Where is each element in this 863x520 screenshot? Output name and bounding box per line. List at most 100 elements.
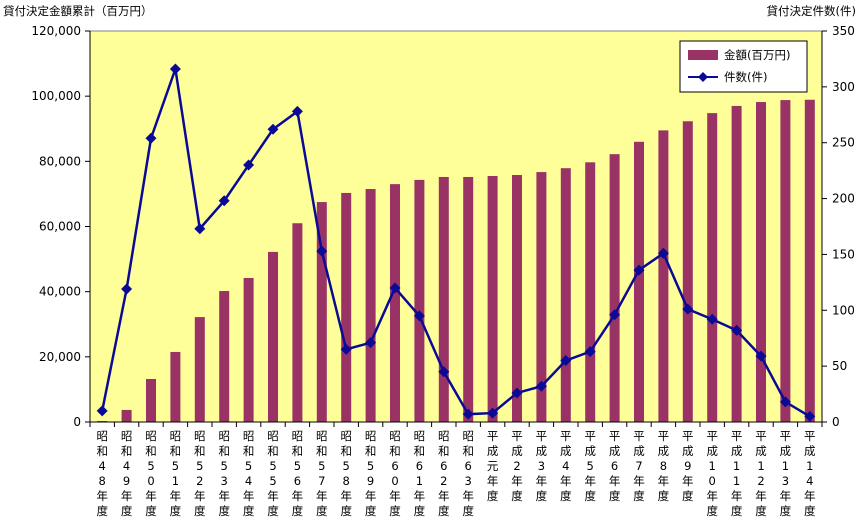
x-tick-label: 平成 3 年度 (536, 429, 548, 503)
x-tick-label: 平成 1 2 年度 (755, 429, 767, 518)
bar (804, 99, 815, 423)
bar (756, 102, 766, 422)
x-tick-label: 平成 4 年度 (560, 429, 572, 503)
legend-line-label: 件数(件) (724, 70, 767, 84)
bar (194, 317, 205, 422)
bar (365, 189, 376, 422)
y-left-axis: 0 20,000 40,000 60,000 80,000 100,000 120,000 (31, 24, 91, 429)
x-tick-label: 昭和 5 0 年度 (145, 429, 157, 518)
x-tick-label: 昭和 4 9 年度 (121, 429, 133, 518)
line-marker (779, 396, 791, 408)
bar (390, 184, 400, 422)
bar (682, 121, 693, 423)
y-right-tick-label: 100 (832, 303, 855, 317)
right-axis-title: 貸付決定件数(件) (767, 4, 856, 18)
line-marker (682, 303, 694, 315)
x-tick-label: 昭和 5 6 年度 (292, 429, 304, 518)
legend-line-marker (698, 72, 708, 82)
line-marker (633, 264, 645, 276)
y-right-axis: 0 50 100 150 200 250 300 350 (821, 24, 855, 429)
y-right-tick-label: 50 (832, 359, 847, 373)
y-right-tick-label: 250 (832, 136, 855, 150)
line-marker (291, 105, 303, 117)
bar (634, 141, 644, 423)
bar (292, 223, 303, 422)
line-marker (121, 283, 133, 295)
y-left-tick-label: 20,000 (39, 350, 81, 364)
bar (512, 175, 522, 422)
bar (146, 378, 156, 422)
bar (316, 202, 327, 422)
line-marker (584, 346, 596, 358)
line-marker (731, 324, 743, 336)
line-marker (511, 387, 523, 399)
y-right-tick-label: 300 (832, 80, 855, 94)
line-marker (145, 132, 157, 144)
legend-bar-label: 金額(百万円) (724, 48, 790, 62)
x-tick-label: 昭和 5 1 年度 (170, 429, 182, 518)
line-marker (804, 410, 816, 422)
line-marker (462, 408, 474, 420)
x-tick-label: 昭和 5 2 年度 (194, 429, 206, 518)
x-tick-label: 昭和 6 3 年度 (462, 429, 474, 518)
y-left-tick-label: 0 (73, 415, 81, 429)
bar (707, 113, 718, 423)
x-tick-label: 平成 1 1 年度 (731, 429, 743, 518)
line-marker (243, 159, 255, 171)
line-marker (560, 355, 572, 367)
x-tick-label: 昭和 5 3 年度 (218, 429, 230, 518)
bar (658, 130, 669, 423)
x-tick-label: 昭和 5 5 年度 (267, 429, 279, 518)
x-tick-label: 平成元年度 (487, 429, 499, 503)
x-tick-label: 昭和 4 8 年度 (96, 429, 108, 518)
x-tick-label: 昭和 6 1 年度 (414, 429, 426, 518)
line-marker (535, 380, 547, 392)
x-tick-label: 平成 1 0 年度 (706, 429, 718, 518)
bar (219, 291, 230, 422)
bar (487, 175, 498, 422)
bar (560, 168, 571, 422)
y-left-tick-label: 80,000 (39, 154, 81, 168)
x-tick-label: 昭和 6 0 年度 (389, 429, 401, 518)
y-left-tick-label: 40,000 (39, 285, 81, 299)
x-tick-label: 平成 9 年度 (682, 429, 694, 503)
line-series (96, 63, 816, 422)
bar (536, 172, 547, 422)
x-tick-label: 平成 1 4 年度 (804, 429, 816, 518)
x-tick-label: 平成 5 年度 (584, 429, 596, 503)
y-left-tick-label: 100,000 (31, 89, 81, 103)
line-marker (169, 63, 181, 75)
line-marker (706, 313, 718, 325)
bar (438, 176, 449, 422)
y-left-tick-label: 60,000 (39, 220, 81, 234)
y-right-tick-label: 350 (832, 24, 855, 38)
legend: 金額(百万円) 件数(件) (679, 40, 808, 93)
series-line (100, 68, 811, 418)
legend-bar-swatch (688, 50, 718, 60)
x-tick-label: 平成 7 年度 (633, 429, 645, 503)
line-marker (609, 309, 621, 321)
x-tick-label: 昭和 5 7 年度 (316, 429, 328, 518)
y-right-tick-label: 150 (832, 247, 855, 261)
line-marker (413, 310, 425, 322)
bar (780, 100, 791, 423)
line-marker (755, 350, 767, 362)
legend-box (679, 40, 808, 93)
x-tick-label: 昭和 6 2 年度 (438, 429, 450, 518)
x-tick-label: 平成 6 年度 (609, 429, 621, 503)
line-marker (96, 405, 108, 417)
plot-area (89, 30, 823, 423)
bar (463, 176, 474, 422)
line-marker (389, 282, 401, 294)
bar (121, 409, 132, 422)
line-marker (365, 337, 377, 349)
line-marker (218, 195, 230, 207)
bar (268, 251, 278, 422)
x-tick-label: 昭和 5 8 年度 (340, 429, 352, 518)
bar (414, 179, 425, 422)
line-marker (657, 247, 669, 259)
line-marker (316, 245, 328, 257)
bar (609, 154, 620, 423)
